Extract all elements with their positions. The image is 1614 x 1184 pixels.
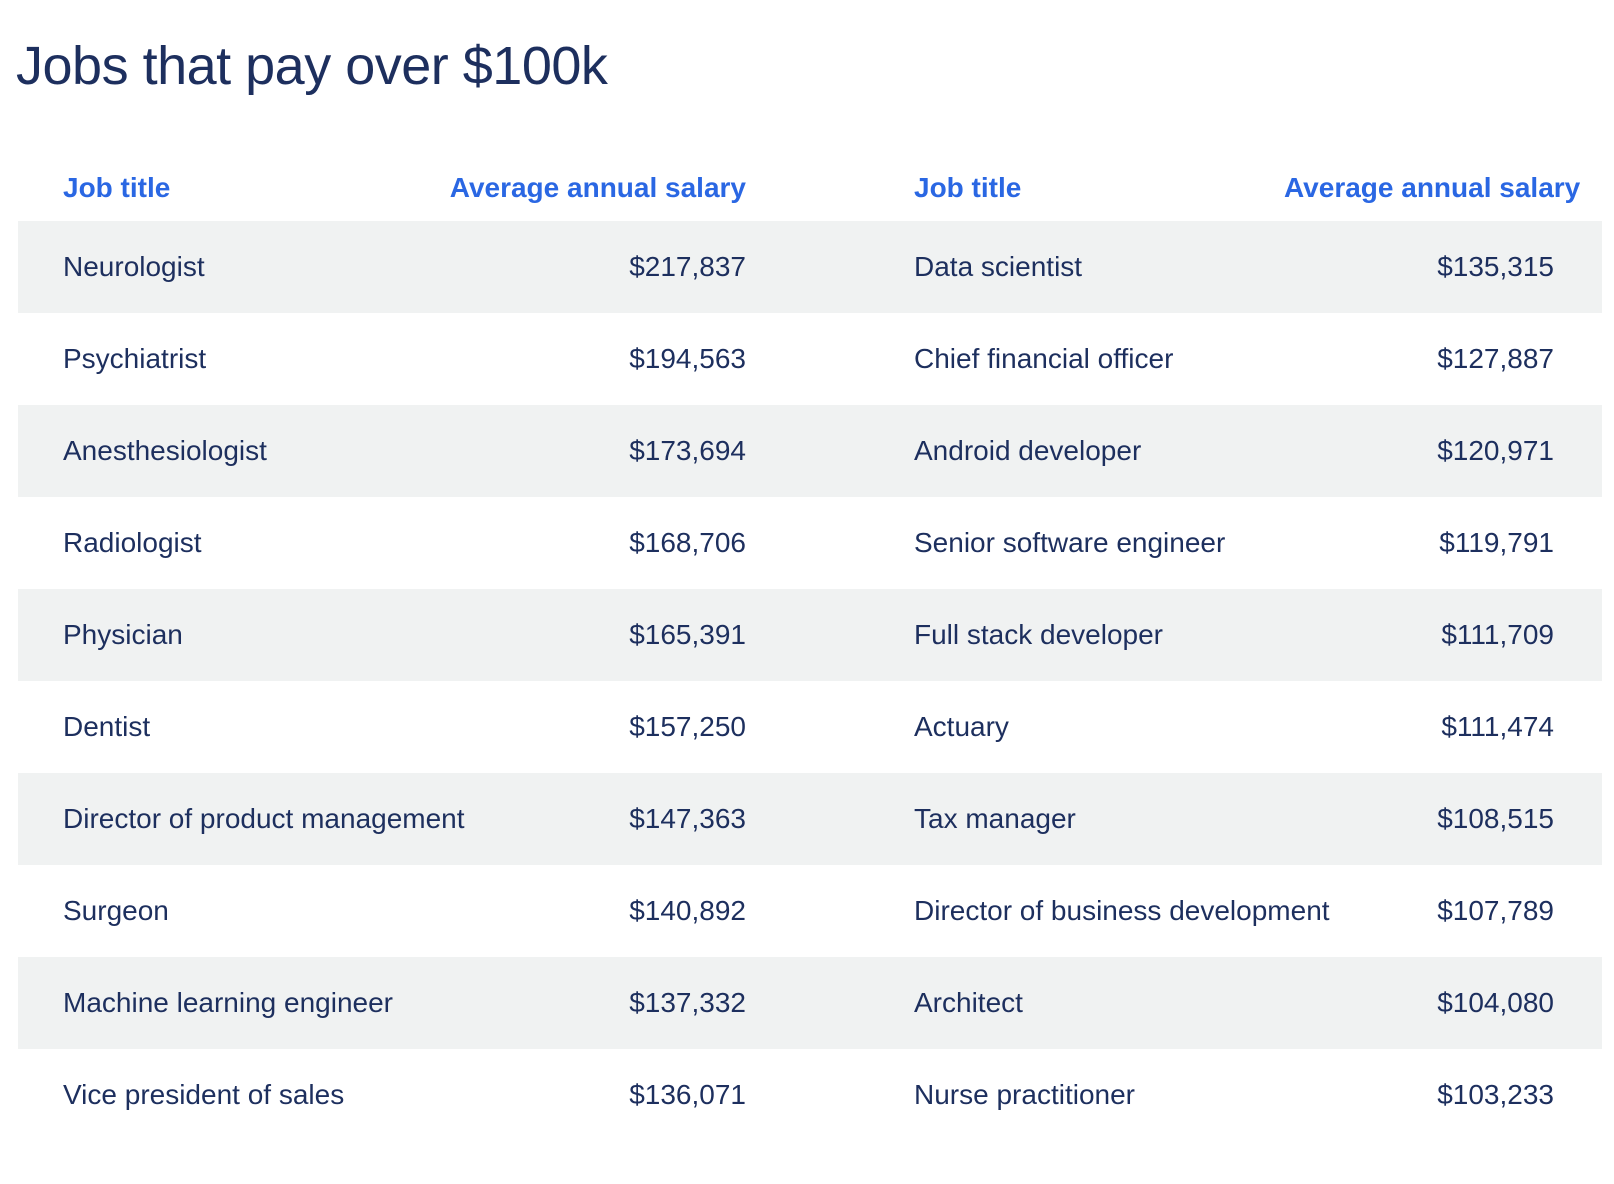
salary-left: $147,363 — [398, 773, 746, 865]
salary-right: $120,971 — [1284, 405, 1602, 497]
salary-left: $136,071 — [629, 1079, 746, 1110]
job-title-left: Neurologist — [18, 221, 398, 313]
column-gap — [746, 313, 914, 405]
salary-left: $173,694 — [398, 405, 746, 497]
salary-left: $217,837 — [398, 221, 746, 313]
header-salary-right: Average annual salary — [1284, 172, 1581, 203]
job-title-left: Radiologist — [63, 527, 202, 558]
column-gap — [746, 1049, 914, 1141]
job-title-left: Vice president of sales — [63, 1079, 345, 1110]
job-title-right: Director of business development — [914, 895, 1330, 926]
salary-right: $104,080 — [1284, 957, 1602, 1049]
salary-right: $119,791 — [1439, 527, 1554, 558]
salary-left: $194,563 — [629, 343, 746, 374]
table-row: Vice president of sales $136,071 Nurse pra… — [18, 1049, 1602, 1141]
job-title-right: Data scientist — [914, 221, 1284, 313]
column-gap — [746, 221, 914, 313]
job-title-right: Chief financial officer — [914, 343, 1174, 374]
job-title-left: Psychiatrist — [63, 343, 207, 374]
header-job-title-left: Job title — [63, 172, 171, 203]
salary-right: $111,474 — [1441, 711, 1554, 742]
salary-right: $103,233 — [1437, 1079, 1554, 1110]
salary-left: $137,332 — [398, 957, 746, 1049]
job-title-right: Nurse practitioner — [914, 1079, 1135, 1110]
column-gap — [746, 497, 914, 589]
table-row: Radiologist $168,706 Senior software engin… — [18, 497, 1602, 589]
table-row: Psychiatrist $194,563 Chief financial offi… — [18, 313, 1602, 405]
column-gap — [746, 957, 914, 1049]
column-gap — [746, 681, 914, 773]
job-title-left: Director of product management — [18, 773, 465, 865]
header-salary-left: Average annual salary — [449, 172, 746, 203]
table-row: Neurologist $217,837 Data scientist $135,31… — [18, 221, 1602, 313]
column-gap — [746, 155, 914, 221]
job-title-right: Full stack developer — [914, 589, 1284, 681]
job-title-left: Physician — [18, 589, 398, 681]
table-row: Anesthesiologist $173,694 Android develope… — [18, 405, 1602, 497]
salary-left: $157,250 — [629, 711, 746, 742]
column-gap — [746, 589, 914, 681]
column-gap — [746, 405, 914, 497]
job-title-right: Architect — [914, 957, 1284, 1049]
salary-left: $140,892 — [629, 895, 746, 926]
job-title-left: Anesthesiologist — [18, 405, 398, 497]
table-row: Surgeon $140,892 Director of business deve… — [18, 865, 1602, 957]
job-title-right: Actuary — [914, 711, 1009, 742]
salary-table: Job title Average annual salary Job titl… — [18, 155, 1602, 1141]
header-job-title-right: Job title — [914, 172, 1022, 203]
column-gap — [746, 773, 914, 865]
salary-left: $168,706 — [629, 527, 746, 558]
salary-right: $111,709 — [1284, 589, 1602, 681]
table-row: Director of product management $147,363 Ta… — [18, 773, 1602, 865]
table-row: Physician $165,391 Full stack developer $11… — [18, 589, 1602, 681]
job-title-right: Android developer — [914, 405, 1284, 497]
salary-right: $108,515 — [1284, 773, 1602, 865]
salary-right: $127,887 — [1437, 343, 1554, 374]
salary-right: $107,789 — [1437, 895, 1554, 926]
job-title-left: Surgeon — [63, 895, 169, 926]
job-title-right: Tax manager — [914, 773, 1284, 865]
table-body: Neurologist $217,837 Data scientist $135,31… — [18, 221, 1602, 1141]
job-title-left: Dentist — [63, 711, 151, 742]
salary-right: $135,315 — [1284, 221, 1602, 313]
column-gap — [746, 865, 914, 957]
table-row: Machine learning engineer $137,332 Archite… — [18, 957, 1602, 1049]
job-title-right: Senior software engineer — [914, 527, 1226, 558]
salary-left: $165,391 — [398, 589, 746, 681]
table-header-row: Job title Average annual salary Job titl… — [18, 155, 1602, 221]
job-title-left: Machine learning engineer — [18, 957, 398, 1049]
page-title: Jobs that pay over $100k — [16, 36, 608, 96]
table-row: Dentist $157,250 Actuary $111,474 — [18, 681, 1602, 773]
